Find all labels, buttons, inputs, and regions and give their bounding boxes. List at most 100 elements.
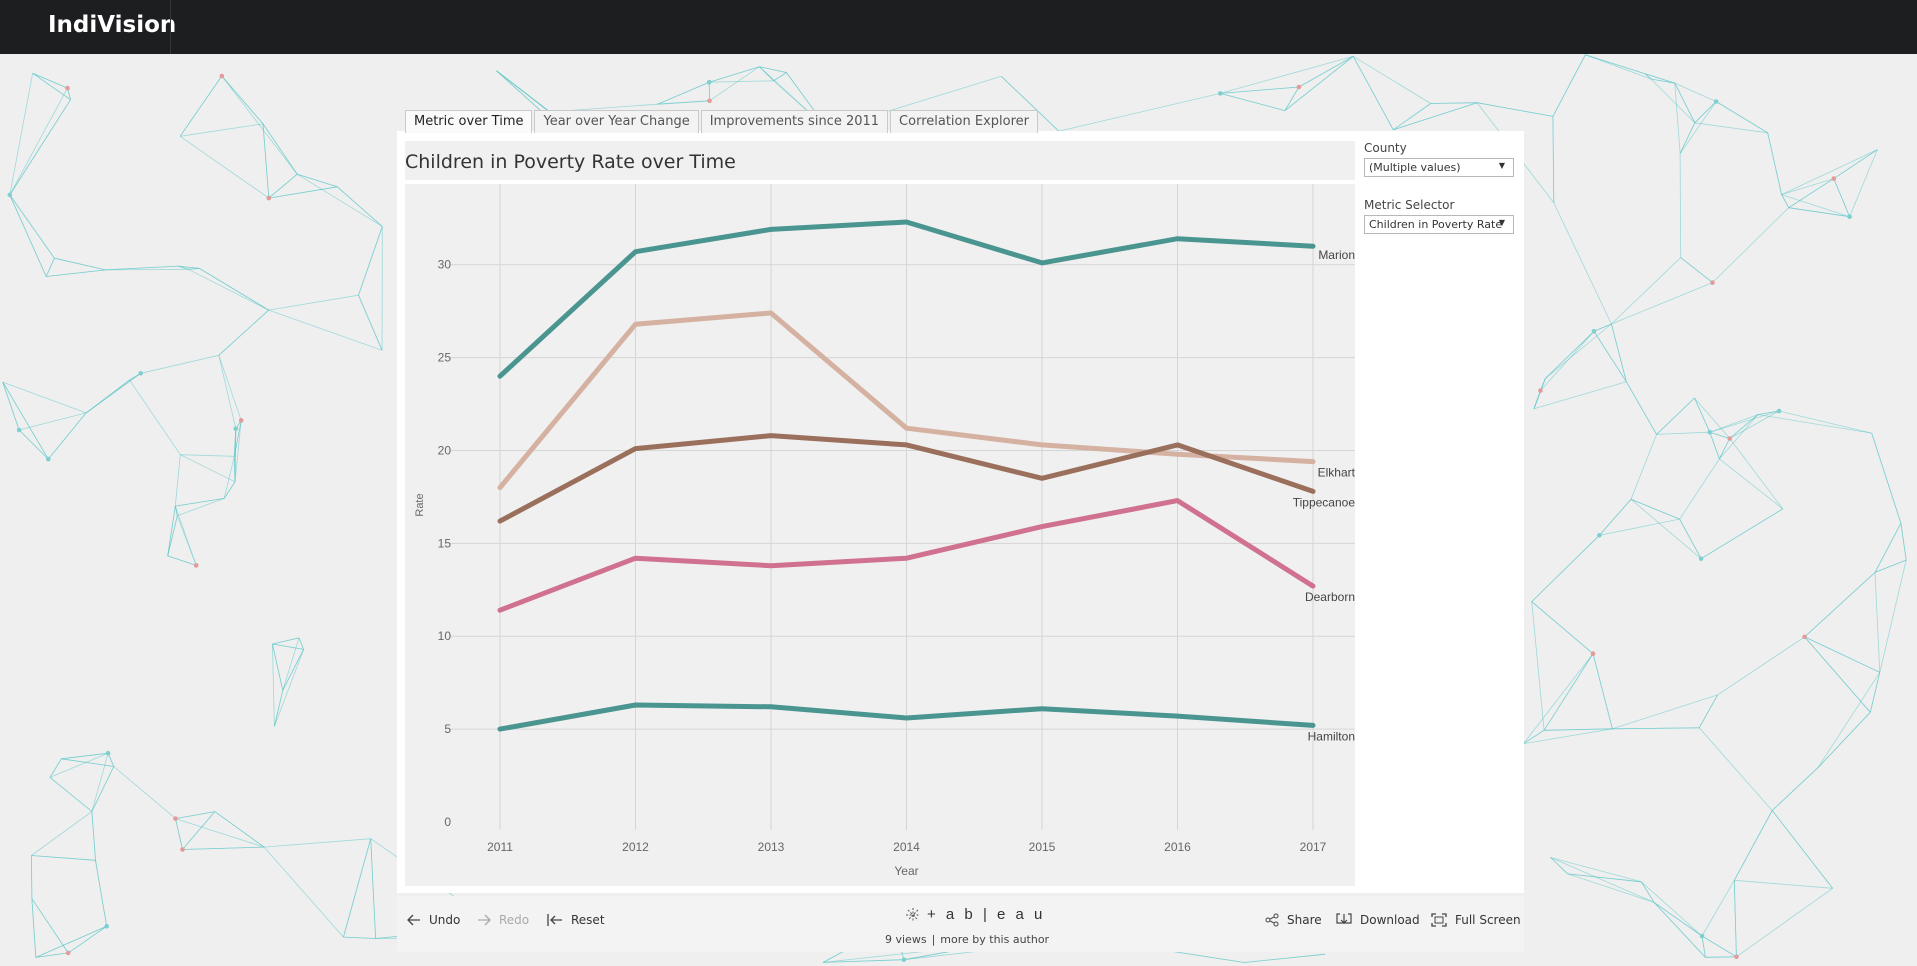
network-edge xyxy=(282,637,300,691)
network-edge xyxy=(1729,438,1784,510)
network-edge xyxy=(2,381,20,431)
network-edge xyxy=(1593,331,1627,383)
fullscreen-icon xyxy=(1431,913,1447,927)
undo-button[interactable]: Undo xyxy=(407,913,460,927)
network-edge xyxy=(1644,73,1652,80)
tableau-cross-icon xyxy=(906,907,920,922)
network-edge xyxy=(214,811,265,848)
network-node xyxy=(1538,388,1543,393)
network-edge xyxy=(1701,935,1737,958)
tab-improvements-since-2011[interactable]: Improvements since 2011 xyxy=(700,110,889,133)
reset-button[interactable]: Reset xyxy=(547,913,605,927)
tab-year-over-year-change[interactable]: Year over Year Change xyxy=(534,110,699,133)
network-edge xyxy=(1611,257,1681,325)
network-edge xyxy=(298,637,304,650)
tab-correlation-explorer[interactable]: Correlation Explorer xyxy=(890,110,1038,133)
network-edge xyxy=(1352,55,1431,104)
more-by-author-link[interactable]: more by this author xyxy=(940,933,1050,946)
redo-button[interactable]: Redo xyxy=(477,913,529,927)
app-brand-logo[interactable]: IndiVision xyxy=(48,12,177,38)
network-edge xyxy=(177,498,225,517)
series-label-hamilton: Hamilton xyxy=(1308,729,1355,743)
network-edge xyxy=(1656,431,1710,435)
redo-label: Redo xyxy=(499,913,530,927)
network-edge xyxy=(1817,672,1881,768)
share-icon xyxy=(1265,913,1279,927)
series-line-marion xyxy=(497,219,1316,379)
network-edge xyxy=(182,846,265,850)
download-button[interactable]: Download xyxy=(1336,913,1420,927)
full-screen-button[interactable]: Full Screen xyxy=(1431,913,1521,927)
network-edge xyxy=(221,75,264,125)
view-count: 9 views xyxy=(885,933,927,946)
network-edge xyxy=(2,381,87,414)
network-edge xyxy=(188,268,269,311)
network-edge xyxy=(1352,56,1394,130)
network-node xyxy=(1713,99,1719,104)
network-edge xyxy=(709,80,774,83)
network-edge xyxy=(2,381,49,460)
network-node xyxy=(901,957,907,962)
network-edge xyxy=(358,226,383,296)
network-edge xyxy=(1543,653,1594,731)
download-icon xyxy=(1336,913,1352,927)
network-node xyxy=(7,192,13,198)
network-edge xyxy=(1567,873,1642,883)
county-dropdown[interactable]: (Multiple values) ▼ xyxy=(1364,158,1514,177)
network-edge xyxy=(1430,102,1478,104)
share-button[interactable]: Share xyxy=(1265,913,1322,927)
network-edge xyxy=(1871,432,1902,524)
tableau-wordmark: + a b | e a u xyxy=(927,906,1046,923)
network-edge xyxy=(1804,636,1880,673)
county-filter-label: County xyxy=(1364,141,1407,155)
y-axis-label: Rate xyxy=(414,493,426,516)
network-edge xyxy=(91,766,115,812)
network-edge xyxy=(1284,55,1354,111)
network-edge xyxy=(218,309,269,356)
metric-selector-dropdown[interactable]: Children in Poverty Rate ▼ xyxy=(1364,215,1514,234)
network-node xyxy=(1296,84,1302,90)
network-edge xyxy=(759,66,787,73)
network-edge xyxy=(175,811,215,819)
series-label-marion: Marion xyxy=(1318,248,1355,262)
network-edge xyxy=(1698,694,1718,728)
network-node xyxy=(233,426,239,432)
tab-metric-over-time[interactable]: Metric over Time xyxy=(405,110,533,133)
network-edge xyxy=(1393,102,1478,131)
network-edge xyxy=(1874,523,1902,573)
network-edge xyxy=(1698,727,1773,811)
x-tick-label: 2015 xyxy=(1029,840,1056,854)
network-edge xyxy=(49,777,93,812)
network-edge xyxy=(1879,560,1907,673)
tableau-logo[interactable]: + a b | e a u xyxy=(905,906,1045,923)
network-edge xyxy=(370,838,376,939)
network-edge xyxy=(1220,86,1299,94)
y-tick-label: 30 xyxy=(438,258,452,272)
y-tick-label: 5 xyxy=(444,722,451,736)
network-node xyxy=(1698,556,1704,561)
network-edge xyxy=(61,752,109,760)
network-edge xyxy=(1733,880,1737,957)
network-edge xyxy=(1734,879,1833,889)
network-edge xyxy=(31,898,69,954)
network-edge xyxy=(234,420,242,482)
network-edge xyxy=(1715,101,1768,134)
network-edge xyxy=(54,257,106,271)
network-edge xyxy=(1630,498,1702,560)
brand-divider xyxy=(170,0,171,54)
network-edge xyxy=(19,412,87,431)
network-node xyxy=(138,371,143,376)
network-edge xyxy=(1874,572,1881,673)
network-edge xyxy=(1719,458,1784,510)
network-edge xyxy=(85,372,141,414)
network-node xyxy=(180,847,185,852)
network-edge xyxy=(91,753,109,812)
network-edge xyxy=(180,454,236,483)
network-edge xyxy=(1788,178,1835,209)
network-edge xyxy=(1585,54,1652,80)
network-node xyxy=(104,924,109,929)
network-edge xyxy=(1709,432,1720,460)
network-edge xyxy=(167,515,178,556)
network-edge xyxy=(1298,55,1354,88)
